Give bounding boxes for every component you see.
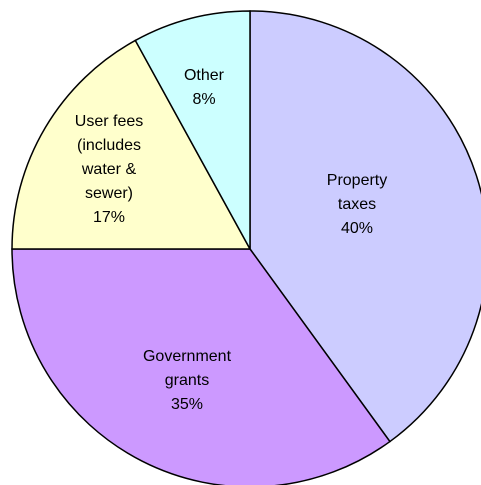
category-label: User fees (includes water & sewer) — [74, 113, 144, 202]
slice-label: Other 8% — [174, 64, 234, 112]
category-label: Property taxes — [326, 172, 388, 213]
pie-slice — [11, 39, 252, 250]
category-label: Other — [183, 67, 224, 84]
pie-slice — [11, 248, 391, 485]
slice-label: User fees (includes water & sewer) 17% — [69, 110, 149, 230]
category-label: Government grants — [142, 348, 232, 389]
slice-label: Government grants 35% — [127, 345, 247, 417]
value-label: 40% — [340, 220, 374, 237]
slice-label: Property taxes 40% — [317, 169, 397, 241]
pie-slice — [249, 10, 481, 443]
pie-slice — [134, 10, 251, 250]
value-label: 8% — [192, 91, 216, 108]
value-label: 35% — [170, 396, 204, 413]
value-label: 17% — [92, 209, 126, 226]
